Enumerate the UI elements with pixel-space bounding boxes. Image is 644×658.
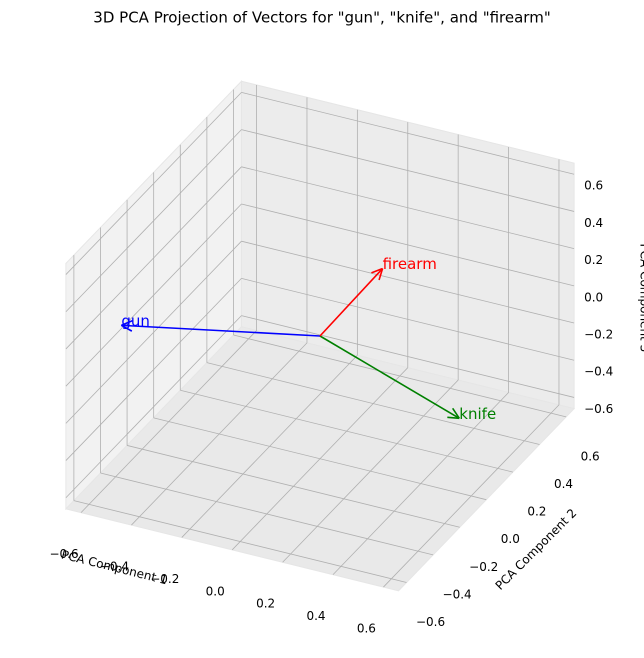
vector-label: firearm bbox=[383, 255, 437, 273]
z-axis-label: PCA Component 3 bbox=[638, 243, 644, 352]
arrow-head bbox=[447, 416, 460, 420]
vector bbox=[319, 335, 460, 419]
z-tick-label: 0.0 bbox=[584, 290, 603, 304]
y-tick-label: 0.6 bbox=[581, 449, 600, 463]
grid-line bbox=[241, 92, 575, 175]
grid-line bbox=[65, 240, 242, 424]
x-tick-label: −0.6 bbox=[49, 547, 78, 561]
y-tick-label: 0.4 bbox=[554, 477, 573, 491]
arrow-head bbox=[120, 324, 133, 332]
grid-line bbox=[65, 315, 242, 499]
grid-line bbox=[206, 362, 540, 445]
arrow-head bbox=[378, 268, 384, 281]
grid-line bbox=[241, 166, 575, 250]
x-tick-label: 0.0 bbox=[206, 584, 225, 598]
z-tick-label: 0.4 bbox=[584, 216, 603, 230]
z-tick-label: 0.2 bbox=[584, 253, 603, 267]
z-tick-label: −0.6 bbox=[584, 402, 613, 416]
grid-line bbox=[65, 278, 242, 461]
x-tick-label: 0.2 bbox=[256, 597, 275, 611]
vector-label: knife bbox=[459, 405, 496, 423]
grid-line bbox=[153, 417, 487, 501]
grid-line bbox=[241, 315, 575, 398]
grid-line bbox=[100, 472, 434, 556]
grid-line bbox=[241, 129, 575, 212]
grid-line bbox=[65, 92, 242, 275]
y-tick-label: −0.2 bbox=[469, 560, 498, 574]
arrow-head bbox=[451, 407, 460, 419]
grid-line bbox=[180, 389, 514, 473]
y-tick-label: −0.4 bbox=[443, 587, 472, 601]
x-tick-label: −0.2 bbox=[150, 572, 179, 586]
grid-line bbox=[65, 129, 242, 313]
z-tick-label: 0.6 bbox=[584, 179, 603, 193]
grid-line bbox=[65, 166, 242, 350]
x-tick-label: 0.4 bbox=[306, 609, 325, 623]
x-tick-label: −0.4 bbox=[100, 560, 129, 574]
z-tick-label: −0.2 bbox=[584, 328, 613, 342]
grid-line bbox=[241, 203, 575, 287]
grid-line bbox=[73, 500, 407, 583]
x-tick-label: 0.6 bbox=[357, 622, 376, 636]
vector bbox=[121, 324, 321, 337]
arrow-head bbox=[121, 319, 133, 327]
grid-line bbox=[65, 203, 242, 387]
y-tick-label: 0.0 bbox=[501, 532, 520, 546]
vector-label: gun bbox=[121, 312, 150, 330]
grid-line bbox=[126, 445, 460, 528]
arrow-head bbox=[371, 267, 383, 274]
z-tick-label: −0.4 bbox=[584, 365, 613, 379]
chart-title: 3D PCA Projection of Vectors for "gun", … bbox=[93, 9, 550, 27]
grid-line bbox=[241, 240, 575, 324]
grid-line bbox=[241, 278, 575, 361]
x-axis-label: PCA Component 1 bbox=[60, 547, 169, 587]
y-axis-label: PCA Component 2 bbox=[493, 506, 580, 593]
y-tick-label: −0.6 bbox=[416, 615, 445, 629]
grid-line bbox=[233, 334, 567, 418]
y-tick-label: 0.2 bbox=[527, 505, 546, 519]
vector bbox=[319, 268, 384, 337]
